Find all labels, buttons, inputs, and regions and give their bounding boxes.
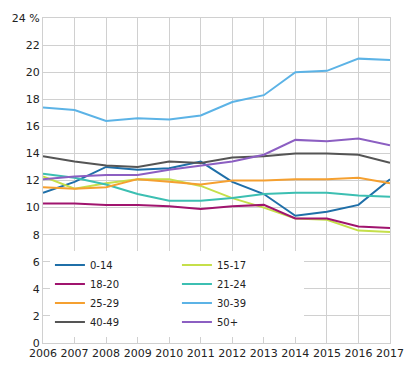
svg-text:2017: 2017 [376, 347, 404, 360]
svg-text:0: 0 [33, 337, 40, 350]
svg-text:16: 16 [26, 120, 40, 133]
svg-text:2016: 2016 [344, 347, 372, 360]
svg-text:2015: 2015 [313, 347, 341, 360]
svg-text:20: 20 [26, 66, 40, 79]
svg-text:2007: 2007 [61, 347, 89, 360]
svg-text:2006: 2006 [29, 347, 57, 360]
svg-text:40-49: 40-49 [90, 317, 119, 328]
svg-text:30-39: 30-39 [217, 298, 246, 309]
svg-text:12: 12 [26, 174, 40, 187]
svg-text:21-24: 21-24 [217, 279, 246, 290]
svg-text:22: 22 [26, 39, 40, 52]
svg-text:18-20: 18-20 [90, 279, 119, 290]
svg-text:50+: 50+ [217, 317, 238, 328]
svg-text:2014: 2014 [281, 347, 309, 360]
svg-text:2010: 2010 [155, 347, 183, 360]
svg-text:2: 2 [33, 310, 40, 323]
svg-text:10: 10 [26, 201, 40, 214]
svg-text:18: 18 [26, 93, 40, 106]
svg-text:8: 8 [33, 229, 40, 242]
svg-text:15-17: 15-17 [217, 260, 246, 271]
svg-text:4: 4 [33, 283, 40, 296]
svg-text:25-29: 25-29 [90, 298, 119, 309]
svg-text:6: 6 [33, 256, 40, 269]
svg-text:2012: 2012 [218, 347, 246, 360]
svg-text:14: 14 [26, 147, 40, 160]
svg-text:2011: 2011 [187, 347, 215, 360]
svg-text:2013: 2013 [250, 347, 278, 360]
svg-text:24 %: 24 % [12, 12, 40, 25]
svg-text:2008: 2008 [92, 347, 120, 360]
svg-text:0-14: 0-14 [90, 260, 113, 271]
svg-text:2009: 2009 [124, 347, 152, 360]
